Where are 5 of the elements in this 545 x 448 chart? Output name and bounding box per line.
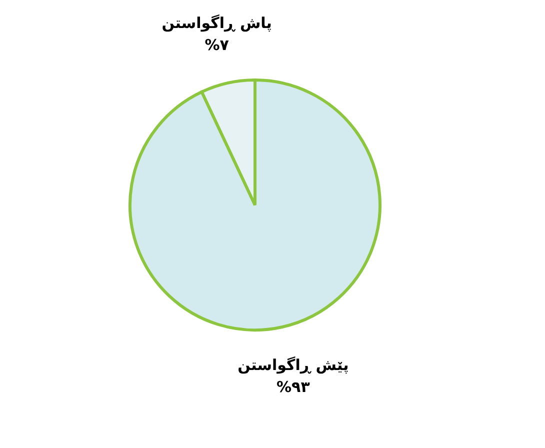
pie-slice <box>128 78 382 332</box>
slice-label: پاش ڕاگواستن <box>162 14 272 32</box>
data-label: %۷ <box>204 36 229 54</box>
slice-label: پێش ڕاگواستن <box>238 356 349 374</box>
data-label: %۹۳ <box>276 378 310 396</box>
